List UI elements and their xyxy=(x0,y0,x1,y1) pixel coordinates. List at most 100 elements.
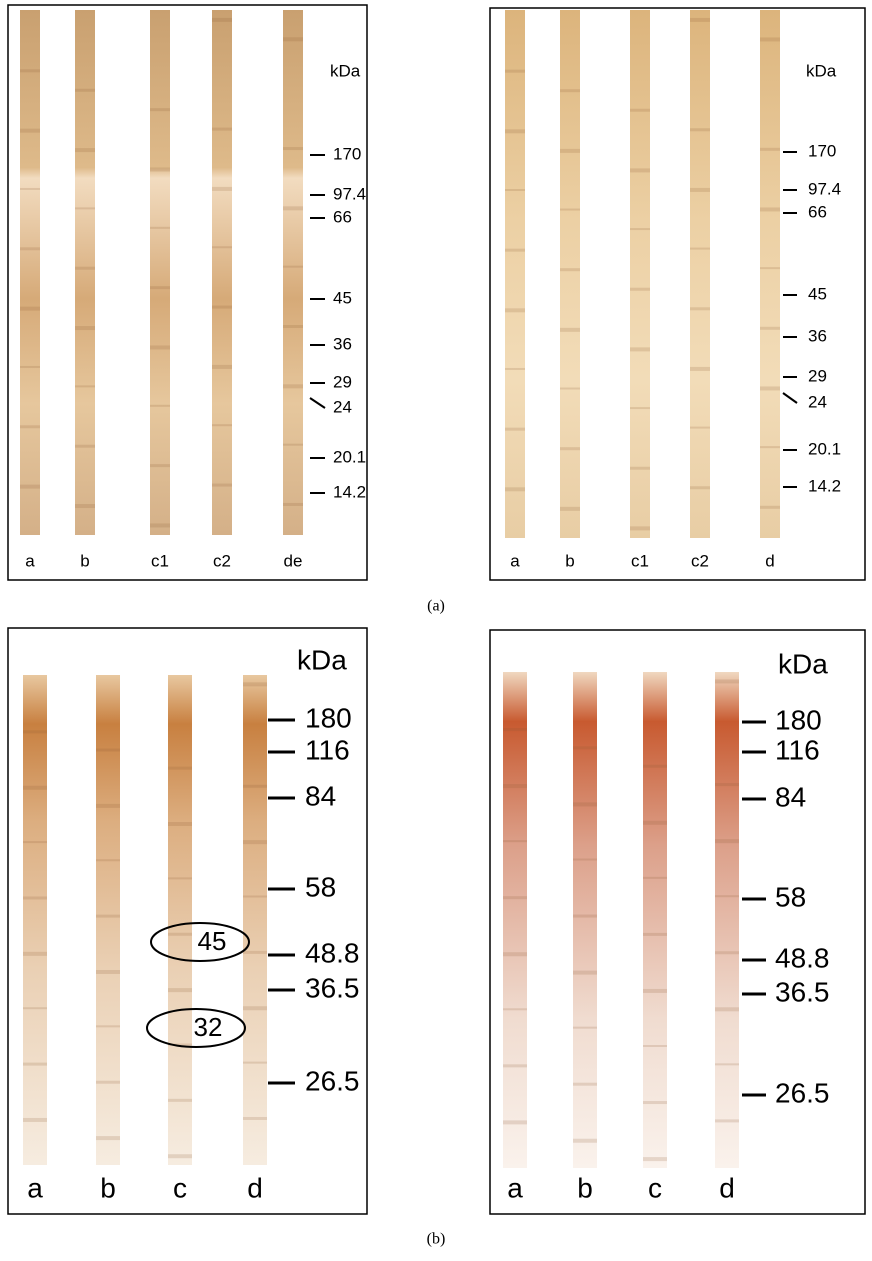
unit-label: kDa xyxy=(330,61,361,80)
strip-band xyxy=(630,347,650,352)
blot-strip xyxy=(243,675,267,1165)
blot-strip xyxy=(560,10,580,538)
strip-band xyxy=(573,802,597,807)
strip-band xyxy=(505,487,525,492)
strip-band xyxy=(760,207,780,212)
blot-strip xyxy=(760,10,780,538)
strip-band xyxy=(690,426,710,429)
marker-label: 84 xyxy=(775,781,806,812)
strip-band xyxy=(573,970,597,975)
strip-band xyxy=(283,325,303,328)
strip-band xyxy=(690,486,710,490)
lane-label: d xyxy=(247,1172,263,1203)
strip-band xyxy=(283,502,303,506)
marker-label: 20.1 xyxy=(333,447,366,466)
strip-band xyxy=(243,1006,267,1011)
strip-band xyxy=(760,147,780,151)
blot-strip xyxy=(505,10,525,538)
strip-band xyxy=(715,783,739,787)
strip-band xyxy=(20,365,40,368)
strip-band xyxy=(715,895,739,898)
strip-band xyxy=(23,841,47,844)
strip-band xyxy=(760,326,780,330)
marker-label: 26.5 xyxy=(305,1065,360,1096)
strip-band xyxy=(643,932,667,936)
strip-band xyxy=(690,187,710,192)
blot-strip xyxy=(96,675,120,1165)
marker-tick xyxy=(309,397,326,409)
marker-label: 29 xyxy=(808,366,827,385)
strip-band xyxy=(503,1008,527,1011)
strip-band xyxy=(150,523,170,528)
strip-band xyxy=(20,187,40,190)
blot-strip xyxy=(283,10,303,535)
strip-band xyxy=(20,69,40,73)
strip-band xyxy=(150,286,170,290)
strip-band xyxy=(503,896,527,900)
marker-label: 45 xyxy=(333,288,352,307)
strip-band xyxy=(560,89,580,93)
blot-strip xyxy=(75,10,95,535)
strip-band xyxy=(212,424,232,427)
strip-band xyxy=(560,148,580,153)
strip-band xyxy=(75,385,95,388)
marker-label: 170 xyxy=(808,141,836,160)
strip-band xyxy=(243,1061,267,1064)
marker-label: 58 xyxy=(305,871,336,902)
strip-band xyxy=(643,764,667,768)
strip-band xyxy=(168,932,192,936)
strip-band xyxy=(715,839,739,844)
lane-label: a xyxy=(510,551,520,570)
strip-band xyxy=(715,1063,739,1066)
strip-band xyxy=(630,466,650,470)
blot-strip xyxy=(643,672,667,1168)
strip-band xyxy=(96,1080,120,1084)
lane-label: a xyxy=(27,1172,43,1203)
strip-band xyxy=(96,1136,120,1141)
marker-label: 66 xyxy=(333,207,352,226)
strip-band xyxy=(212,246,232,249)
marker-label: 97.4 xyxy=(808,179,841,198)
strip-band xyxy=(630,108,650,112)
marker-label: 36.5 xyxy=(775,976,830,1007)
strip-band xyxy=(20,425,40,429)
strip-band xyxy=(23,951,47,956)
strip-band xyxy=(560,506,580,511)
strip-band xyxy=(760,267,780,270)
strip-band xyxy=(573,1082,597,1086)
strip-band xyxy=(168,1098,192,1102)
lane-label: b xyxy=(577,1172,593,1203)
strip-band xyxy=(96,748,120,752)
marker-label: 14.2 xyxy=(808,476,841,495)
strip-band xyxy=(503,952,527,957)
strip-band xyxy=(630,526,650,531)
strip-band xyxy=(630,228,650,231)
marker-label: 14.2 xyxy=(333,482,366,501)
lane-label: b xyxy=(565,551,574,570)
blot-panel: a b c1 c2 de kDa 170 97.4 66 45 36 29 24 20.1 14.2 xyxy=(7,4,368,581)
strip-band xyxy=(75,88,95,92)
panel-frame xyxy=(489,629,866,1215)
strip-band xyxy=(75,326,95,331)
strip-band xyxy=(243,1116,267,1120)
marker-label: 24 xyxy=(333,397,352,416)
strip-band xyxy=(505,188,525,191)
strip-band xyxy=(212,305,232,309)
strip-band xyxy=(503,840,527,843)
strip-band xyxy=(75,207,95,210)
strip-band xyxy=(573,858,597,861)
blot-panel: a b c1 c2 d kDa 170 97.4 66 45 36 29 24 20.1 14.2 xyxy=(489,7,866,581)
lane-label: de xyxy=(284,551,303,570)
strip-band xyxy=(168,877,192,880)
strip-band xyxy=(96,969,120,974)
strip-band xyxy=(150,404,170,407)
lane-label: a xyxy=(25,551,35,570)
strip-band xyxy=(212,364,232,369)
strip-band xyxy=(23,896,47,900)
strip-band xyxy=(96,914,120,918)
strip-band xyxy=(573,914,597,918)
strip-band xyxy=(690,307,710,311)
strip-band xyxy=(212,483,232,487)
